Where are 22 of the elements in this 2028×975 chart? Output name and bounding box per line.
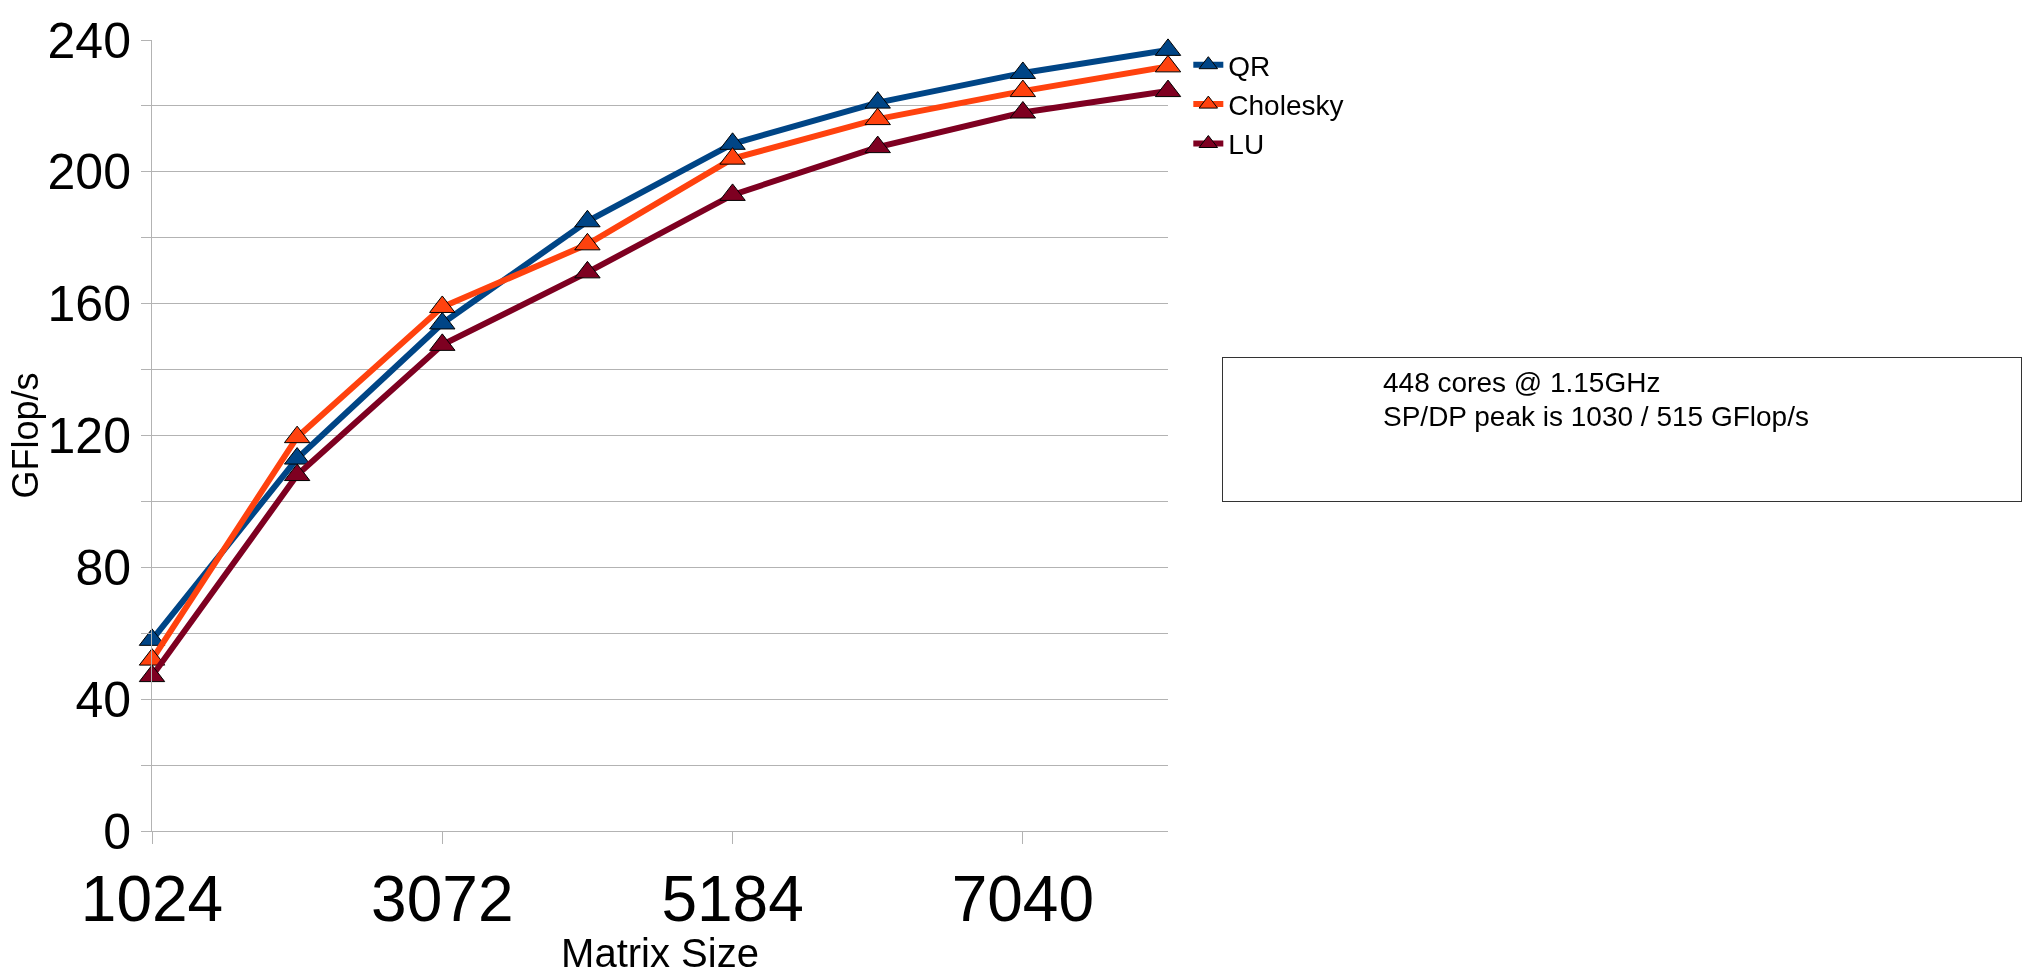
x-tick-label: 1024 bbox=[80, 862, 224, 935]
y-tick-label: 240 bbox=[47, 12, 131, 69]
x-tick-label: 7040 bbox=[951, 862, 1095, 935]
y-tick-label: 0 bbox=[103, 803, 131, 860]
point bbox=[864, 135, 891, 154]
point bbox=[574, 260, 601, 279]
legend-label: Cholesky bbox=[1228, 90, 1344, 122]
point bbox=[864, 107, 891, 126]
point bbox=[429, 311, 456, 330]
text: 448 cores @ 1.15GHz bbox=[1383, 366, 1662, 400]
legend-label: LU bbox=[1228, 129, 1265, 161]
y-tick-label: 80 bbox=[75, 539, 131, 596]
x-tick-label: 3072 bbox=[371, 862, 514, 935]
y-axis-title: GFlop/s bbox=[4, 372, 46, 499]
point bbox=[574, 232, 601, 251]
y-tick-label: 160 bbox=[47, 276, 131, 333]
y-tick-label: 200 bbox=[47, 144, 131, 201]
y-tick-label: 40 bbox=[75, 671, 131, 728]
text: SP/DP peak is 1030 / 515 GFlop/s bbox=[1383, 399, 1810, 434]
point bbox=[574, 209, 601, 228]
legend-label: QR bbox=[1228, 50, 1271, 82]
y-tick-label: 120 bbox=[47, 408, 131, 464]
